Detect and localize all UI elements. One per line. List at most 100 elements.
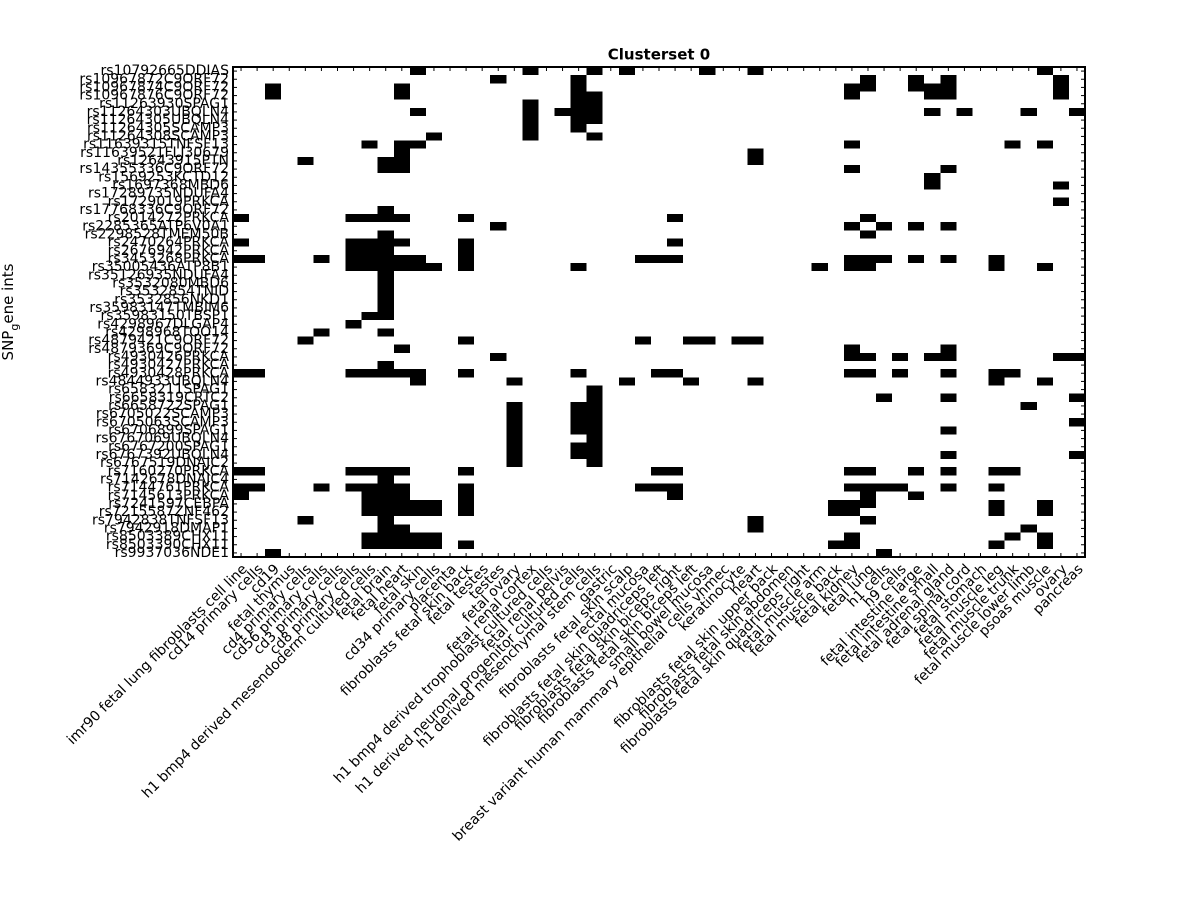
heatmap-cell bbox=[1004, 173, 1021, 182]
heatmap-cell bbox=[329, 205, 346, 215]
heatmap-cell bbox=[361, 205, 378, 215]
heatmap-cell bbox=[1004, 312, 1021, 321]
heatmap-cell bbox=[988, 140, 1005, 149]
heatmap-cell bbox=[747, 459, 764, 468]
heatmap-cell bbox=[1068, 75, 1086, 84]
heatmap-cell bbox=[699, 377, 716, 386]
heatmap-cell bbox=[618, 361, 636, 370]
heatmap-cell bbox=[441, 361, 459, 370]
heatmap-cell bbox=[940, 459, 957, 468]
heatmap-cell bbox=[811, 99, 829, 109]
heatmap-cell bbox=[1068, 491, 1086, 501]
heatmap-cell bbox=[1068, 459, 1086, 468]
heatmap-cell bbox=[892, 369, 909, 378]
heatmap-cell bbox=[393, 197, 411, 207]
heatmap-cell bbox=[779, 148, 796, 158]
heatmap-cell bbox=[1020, 222, 1038, 231]
heatmap-cell bbox=[924, 67, 941, 76]
heatmap-cell bbox=[490, 516, 507, 525]
y-tick-label: rs6658722SPAG1 bbox=[108, 398, 229, 414]
heatmap-cell bbox=[409, 442, 427, 452]
heatmap-cell bbox=[924, 328, 941, 337]
heatmap-cell bbox=[233, 336, 250, 345]
heatmap-cell bbox=[859, 67, 877, 76]
heatmap-cell bbox=[892, 320, 909, 329]
heatmap-cell bbox=[779, 75, 796, 84]
heatmap-cell bbox=[425, 214, 443, 223]
heatmap-cell bbox=[618, 369, 636, 378]
heatmap-cell bbox=[1052, 491, 1070, 501]
y-tick-label: rs11264305SCAMP3 bbox=[87, 120, 229, 136]
heatmap-cell bbox=[683, 361, 700, 370]
heatmap-cell bbox=[747, 328, 764, 337]
y-tick-label: rs11264305UBQLN4 bbox=[87, 112, 229, 128]
heatmap-cell bbox=[650, 75, 668, 84]
heatmap-cell bbox=[699, 197, 716, 207]
heatmap-cell bbox=[731, 107, 748, 117]
heatmap-cell bbox=[1052, 312, 1070, 321]
heatmap-cell bbox=[602, 434, 620, 443]
heatmap-cell bbox=[602, 344, 620, 354]
heatmap-cell bbox=[699, 336, 716, 345]
heatmap-cell bbox=[377, 124, 395, 133]
heatmap-cell bbox=[586, 107, 604, 117]
heatmap-cell bbox=[956, 173, 973, 182]
heatmap-cell bbox=[474, 263, 491, 272]
heatmap-cell bbox=[956, 279, 973, 288]
heatmap-cell bbox=[393, 516, 411, 525]
heatmap-cell bbox=[249, 377, 266, 386]
heatmap-cell bbox=[1068, 67, 1086, 76]
heatmap-cell bbox=[554, 214, 571, 223]
heatmap-cell bbox=[1004, 450, 1021, 460]
heatmap-cell bbox=[538, 524, 555, 533]
heatmap-cell bbox=[249, 320, 266, 329]
heatmap-cell bbox=[409, 181, 427, 190]
heatmap-cell bbox=[602, 508, 620, 517]
heatmap-cell bbox=[1052, 156, 1070, 166]
heatmap-cell bbox=[779, 279, 796, 288]
heatmap-cell bbox=[441, 107, 459, 117]
heatmap-cell bbox=[956, 124, 973, 133]
heatmap-cell bbox=[490, 263, 507, 272]
heatmap-cell bbox=[795, 328, 813, 337]
heatmap-cell bbox=[281, 99, 298, 109]
heatmap-cell bbox=[1068, 181, 1086, 190]
heatmap-cell bbox=[313, 352, 330, 362]
heatmap-cell bbox=[779, 83, 796, 92]
heatmap-cell bbox=[554, 410, 571, 419]
heatmap-cell bbox=[265, 524, 282, 533]
heatmap-cell bbox=[763, 238, 780, 247]
heatmap-cell bbox=[731, 459, 748, 468]
heatmap-cell bbox=[474, 205, 491, 215]
heatmap-cell bbox=[667, 124, 684, 133]
heatmap-cell bbox=[409, 83, 427, 92]
heatmap-cell bbox=[811, 312, 829, 321]
heatmap-cell bbox=[602, 516, 620, 525]
heatmap-cell bbox=[249, 434, 266, 443]
heatmap-cell bbox=[715, 165, 732, 174]
heatmap-cell bbox=[1036, 524, 1054, 533]
heatmap-cell bbox=[1020, 124, 1038, 133]
heatmap-cell bbox=[972, 442, 989, 452]
heatmap-cell bbox=[281, 491, 298, 501]
heatmap-cell bbox=[956, 450, 973, 460]
heatmap-cell bbox=[233, 434, 250, 443]
heatmap-cell bbox=[667, 156, 684, 166]
heatmap-cell bbox=[908, 540, 925, 550]
heatmap-cell bbox=[361, 328, 378, 337]
heatmap-cell bbox=[859, 116, 877, 125]
heatmap-cell bbox=[683, 254, 700, 264]
heatmap-cell bbox=[458, 156, 475, 166]
heatmap-cell bbox=[650, 385, 668, 394]
heatmap-cell bbox=[715, 483, 732, 492]
heatmap-cell bbox=[908, 148, 925, 158]
heatmap-cell bbox=[586, 328, 604, 337]
heatmap-cell bbox=[634, 91, 652, 100]
heatmap-cell bbox=[667, 140, 684, 149]
heatmap-cell bbox=[795, 173, 813, 182]
heatmap-cell bbox=[859, 165, 877, 174]
heatmap-cell bbox=[425, 320, 443, 329]
heatmap-cell bbox=[827, 189, 845, 198]
heatmap-cell bbox=[795, 491, 813, 501]
heatmap-cell bbox=[409, 254, 427, 264]
